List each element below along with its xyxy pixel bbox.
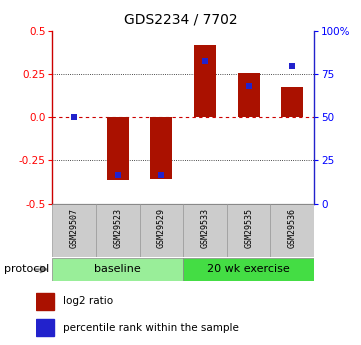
Text: baseline: baseline: [94, 265, 141, 274]
Bar: [227, 204, 270, 257]
Text: GSM29529: GSM29529: [157, 208, 166, 248]
Bar: [52, 258, 183, 281]
Bar: [151, 117, 172, 179]
Text: 20 wk exercise: 20 wk exercise: [207, 265, 290, 274]
Bar: [52, 204, 96, 257]
Text: GSM29536: GSM29536: [288, 208, 297, 248]
Bar: [36, 293, 53, 309]
Bar: [238, 73, 260, 117]
Bar: [107, 117, 129, 180]
Text: protocol: protocol: [4, 265, 49, 274]
Text: GSM29523: GSM29523: [113, 208, 122, 248]
Bar: [183, 204, 227, 257]
Text: GDS2234 / 7702: GDS2234 / 7702: [124, 12, 237, 26]
Bar: [140, 204, 183, 257]
Text: GSM29535: GSM29535: [244, 208, 253, 248]
Text: GSM29507: GSM29507: [70, 208, 79, 248]
Bar: [270, 204, 314, 257]
Bar: [36, 319, 53, 336]
Bar: [194, 45, 216, 117]
Text: GSM29533: GSM29533: [200, 208, 209, 248]
Text: log2 ratio: log2 ratio: [63, 296, 113, 306]
Bar: [96, 204, 140, 257]
Text: percentile rank within the sample: percentile rank within the sample: [63, 323, 239, 333]
Bar: [183, 258, 314, 281]
Bar: [281, 87, 303, 117]
